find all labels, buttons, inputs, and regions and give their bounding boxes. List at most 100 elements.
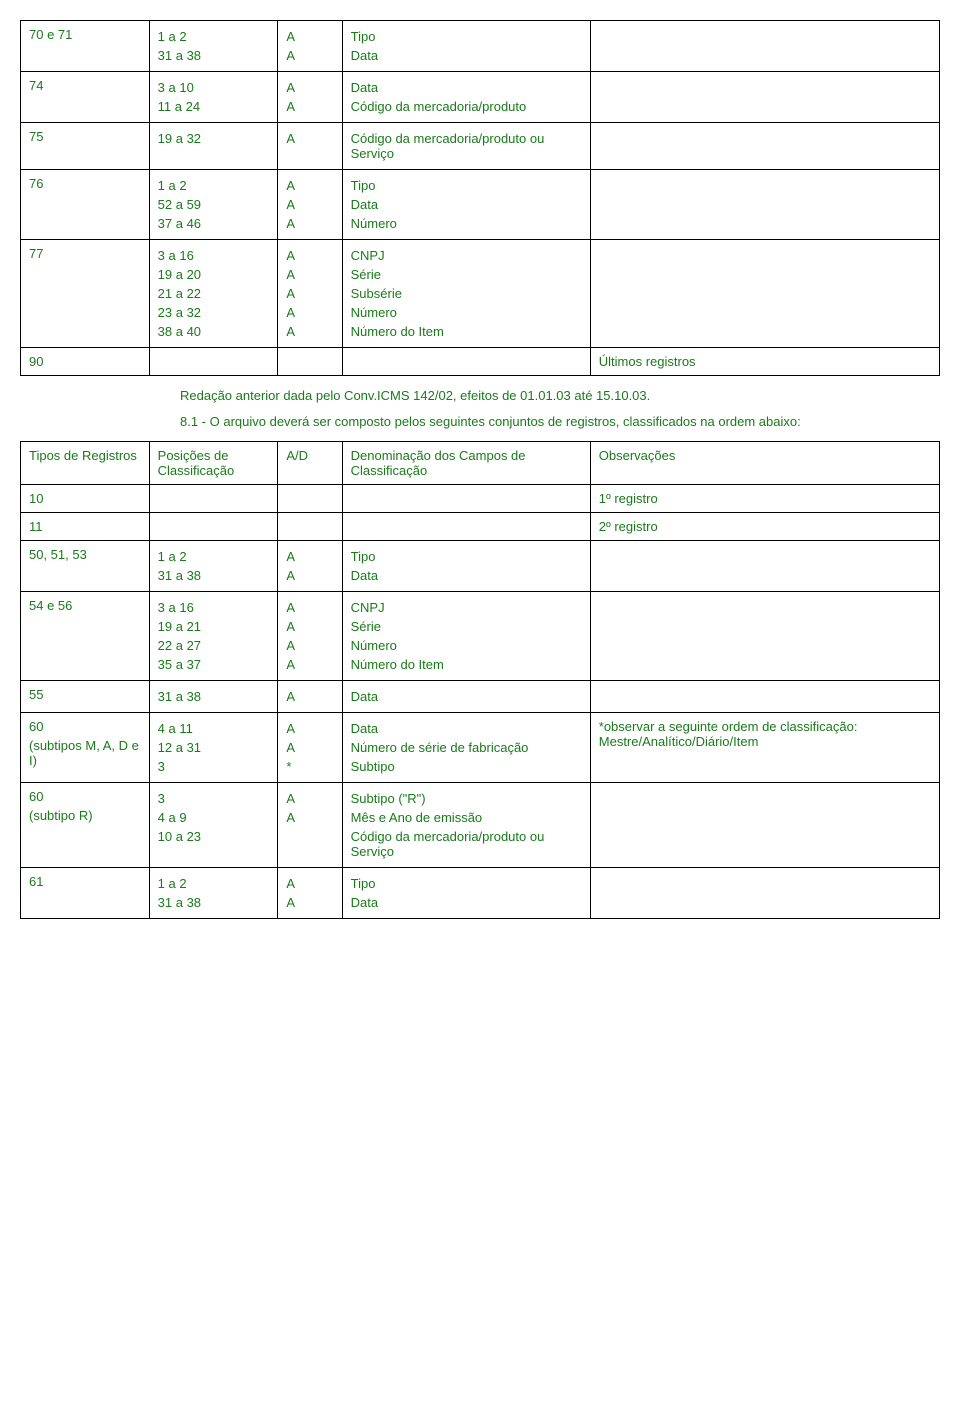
cell-c2-value: 3 a 16 bbox=[158, 246, 270, 265]
cell-c2: 1 a 252 a 5937 a 46 bbox=[149, 170, 278, 240]
cell-c3: AA* bbox=[278, 713, 342, 783]
cell-c3-value: A bbox=[286, 566, 333, 585]
cell-c2-value: 4 a 9 bbox=[158, 808, 270, 827]
cell-c3: AA bbox=[278, 541, 342, 592]
cell-c4-value: Tipo bbox=[351, 874, 582, 893]
cell-c4-value: Data bbox=[351, 893, 582, 912]
table-row: 112º registro bbox=[21, 513, 940, 541]
cell-c1-line: 77 bbox=[29, 246, 141, 261]
cell-c3: A bbox=[278, 123, 342, 170]
cell-c3-value: A bbox=[286, 97, 333, 116]
cell-c2-value: 19 a 32 bbox=[158, 129, 270, 148]
cell-c2-value: 3 a 10 bbox=[158, 78, 270, 97]
table-row: 60(subtipos M, A, D e I)4 a 1112 a 313AA… bbox=[21, 713, 940, 783]
table-row: 50, 51, 531 a 231 a 38AATipoData bbox=[21, 541, 940, 592]
cell-c3-value: A bbox=[286, 176, 333, 195]
cell-c2-value: 3 bbox=[158, 789, 270, 808]
cell-c1: 61 bbox=[21, 868, 150, 919]
cell-c1-line: 55 bbox=[29, 687, 141, 702]
cell-c1-line: 90 bbox=[29, 354, 141, 369]
cell-c2-value: 3 a 16 bbox=[158, 598, 270, 617]
header-cell-c1: Tipos de Registros bbox=[21, 442, 150, 485]
table-row: 5531 a 38AData bbox=[21, 681, 940, 713]
header-cell-c2: Posições de Classificação bbox=[149, 442, 278, 485]
cell-c1: 55 bbox=[21, 681, 150, 713]
cell-c2: 19 a 32 bbox=[149, 123, 278, 170]
cell-c3-value: A bbox=[286, 655, 333, 674]
cell-c2: 3 a 1011 a 24 bbox=[149, 72, 278, 123]
cell-c4-value: Data bbox=[351, 46, 582, 65]
cell-c5: 2º registro bbox=[590, 513, 939, 541]
cell-c2-value: 19 a 20 bbox=[158, 265, 270, 284]
cell-c4-value: Data bbox=[351, 195, 582, 214]
cell-c3-value: A bbox=[286, 46, 333, 65]
cell-c1-line: 10 bbox=[29, 491, 141, 506]
cell-c4-value: Tipo bbox=[351, 176, 582, 195]
cell-c1-line: 54 e 56 bbox=[29, 598, 141, 613]
cell-c4: CNPJSérieNúmeroNúmero do Item bbox=[342, 592, 590, 681]
cell-c4: Data bbox=[342, 681, 590, 713]
cell-c2-value: 19 a 21 bbox=[158, 617, 270, 636]
cell-c2-value: 31 a 38 bbox=[158, 893, 270, 912]
cell-c5 bbox=[590, 123, 939, 170]
cell-c4-value: Código da mercadoria/produto bbox=[351, 97, 582, 116]
cell-c3-value: A bbox=[286, 78, 333, 97]
table-header-row: Tipos de RegistrosPosições de Classifica… bbox=[21, 442, 940, 485]
cell-c4: TipoData bbox=[342, 868, 590, 919]
cell-c2-value: 31 a 38 bbox=[158, 687, 270, 706]
cell-c4-value: Código da mercadoria/produto ou Serviço bbox=[351, 827, 582, 861]
cell-c2 bbox=[149, 348, 278, 376]
cell-c1: 50, 51, 53 bbox=[21, 541, 150, 592]
cell-c4-value: Número bbox=[351, 303, 582, 322]
cell-c1-line: 60 bbox=[29, 719, 141, 734]
cell-c2-value: 23 a 32 bbox=[158, 303, 270, 322]
cell-c2: 4 a 1112 a 313 bbox=[149, 713, 278, 783]
cell-c5: *observar a seguinte ordem de classifica… bbox=[590, 713, 939, 783]
cell-c2-value: 22 a 27 bbox=[158, 636, 270, 655]
cell-c1-line: 61 bbox=[29, 874, 141, 889]
cell-c5 bbox=[590, 868, 939, 919]
cell-c3-value: A bbox=[286, 284, 333, 303]
cell-c2-value: 31 a 38 bbox=[158, 46, 270, 65]
cell-c3 bbox=[278, 485, 342, 513]
cell-c2-value: 35 a 37 bbox=[158, 655, 270, 674]
cell-c3-value: A bbox=[286, 874, 333, 893]
cell-c2-value: 1 a 2 bbox=[158, 874, 270, 893]
mid-text-block: Redação anterior dada pelo Conv.ICMS 142… bbox=[180, 386, 940, 431]
cell-c5 bbox=[590, 541, 939, 592]
cell-c2-value: 38 a 40 bbox=[158, 322, 270, 341]
table-row: 761 a 252 a 5937 a 46AAATipoDataNúmero bbox=[21, 170, 940, 240]
cell-c2 bbox=[149, 513, 278, 541]
cell-c4: Código da mercadoria/produto ou Serviço bbox=[342, 123, 590, 170]
cell-c4-value: Data bbox=[351, 566, 582, 585]
table-row: 611 a 231 a 38AATipoData bbox=[21, 868, 940, 919]
table-row: 70 e 711 a 231 a 38AATipoData bbox=[21, 21, 940, 72]
cell-c4 bbox=[342, 485, 590, 513]
cell-c4 bbox=[342, 513, 590, 541]
cell-c3 bbox=[278, 513, 342, 541]
cell-c5 bbox=[590, 240, 939, 348]
cell-c3-value: A bbox=[286, 636, 333, 655]
cell-c1: 60(subtipos M, A, D e I) bbox=[21, 713, 150, 783]
cell-c4-value: Subtipo bbox=[351, 757, 582, 776]
cell-c1: 74 bbox=[21, 72, 150, 123]
cell-c4-value: Tipo bbox=[351, 27, 582, 46]
cell-c4-value: Série bbox=[351, 265, 582, 284]
cell-c5 bbox=[590, 783, 939, 868]
cell-c1: 77 bbox=[21, 240, 150, 348]
cell-c4-value: Mês e Ano de emissão bbox=[351, 808, 582, 827]
cell-c3-value: A bbox=[286, 322, 333, 341]
cell-c4-value: Número de série de fabricação bbox=[351, 738, 582, 757]
cell-c1: 60(subtipo R) bbox=[21, 783, 150, 868]
cell-c5 bbox=[590, 592, 939, 681]
cell-c3-value: A bbox=[286, 265, 333, 284]
table-2: Tipos de RegistrosPosições de Classifica… bbox=[20, 441, 940, 919]
cell-c5 bbox=[590, 170, 939, 240]
cell-c3: AAA bbox=[278, 170, 342, 240]
cell-c4-value: Data bbox=[351, 78, 582, 97]
cell-c3-value: A bbox=[286, 808, 333, 827]
cell-c4: Subtipo ("R")Mês e Ano de emissãoCódigo … bbox=[342, 783, 590, 868]
table-row: 743 a 1011 a 24 AA DataCódigo da mercadori… bbox=[21, 72, 940, 123]
cell-c4-value: Data bbox=[351, 687, 582, 706]
cell-c3-value: A bbox=[286, 303, 333, 322]
